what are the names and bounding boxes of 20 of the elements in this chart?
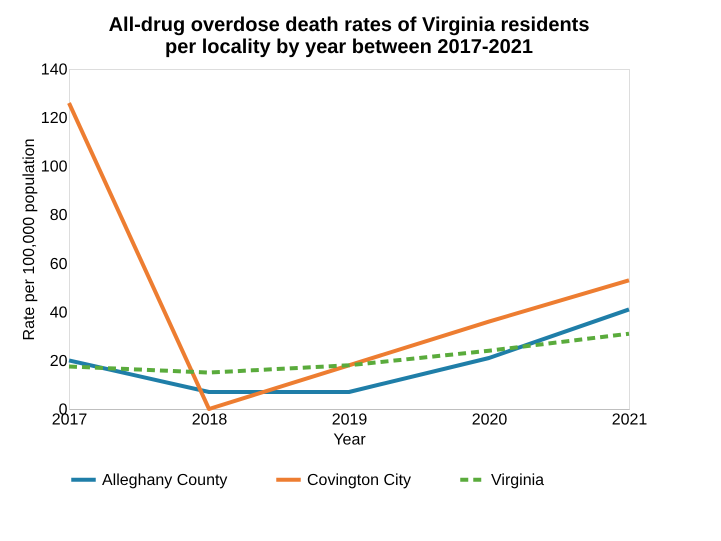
y-tick-label: 140 — [40, 62, 68, 78]
y-tick-label: 40 — [50, 304, 68, 322]
x-tick-label: 2019 — [332, 412, 368, 428]
line-series — [67, 101, 631, 411]
y-tick-label: 80 — [50, 207, 68, 224]
x-tick-label: 2021 — [612, 412, 648, 428]
x-tick-label: 2018 — [192, 412, 228, 428]
y-tick-label: 60 — [50, 256, 68, 273]
y-axis-title: Rate per 100,000 population — [20, 138, 38, 340]
y-tick-label: 100 — [40, 158, 68, 176]
y-tick-label: 20 — [50, 352, 68, 370]
y-tick-label: 120 — [40, 110, 68, 128]
legend-label: Virginia — [491, 472, 544, 489]
line-series — [67, 332, 631, 375]
x-tick-label: 2020 — [472, 412, 508, 428]
legend-label: Alleghany County — [102, 472, 228, 489]
line-series — [67, 307, 631, 394]
chart-title: All-drug overdose death rates of Virginia residents per locality by year between 2017-2021 — [108, 14, 590, 58]
legend-label: Covington City — [307, 472, 412, 489]
x-axis-title: Year — [333, 432, 366, 448]
